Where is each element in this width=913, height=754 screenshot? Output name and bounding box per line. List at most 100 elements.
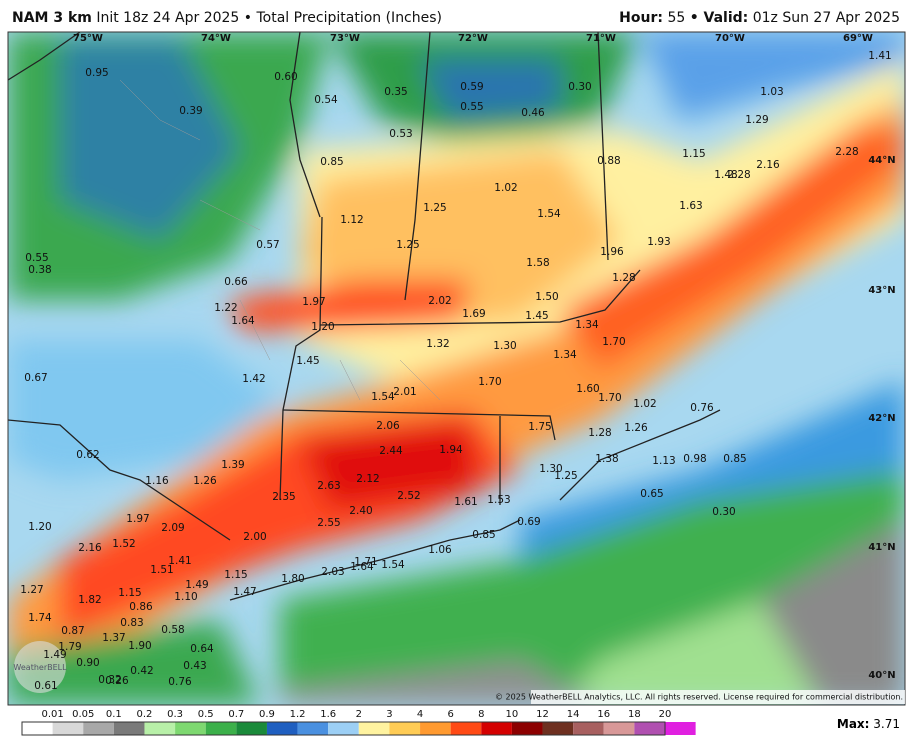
precip-value: 1.80 [281, 573, 304, 585]
precip-value: 1.20 [311, 321, 334, 333]
precip-value: 1.71 [354, 556, 377, 568]
precip-value: 0.66 [224, 276, 248, 288]
precip-value: 0.67 [24, 372, 47, 384]
precip-value: 1.02 [633, 398, 656, 410]
precip-value: 1.39 [221, 459, 244, 471]
precip-value: 2.01 [393, 386, 416, 398]
precip-value: 0.64 [190, 643, 214, 655]
colorbar-label: 20 [659, 709, 672, 720]
precip-value: 2.06 [376, 420, 400, 432]
precip-value: 0.76 [690, 402, 714, 414]
precip-value: 2.55 [317, 517, 340, 529]
colorbar-swatch [389, 722, 421, 735]
precip-value: 2.52 [397, 490, 420, 502]
precip-value: 0.60 [274, 71, 297, 83]
precip-value: 1.32 [426, 338, 449, 350]
lon-label: 72°W [458, 33, 488, 44]
precip-value: 2.16 [78, 542, 102, 554]
precip-value: 2.00 [243, 531, 266, 543]
precip-value: 0.32 [98, 674, 121, 686]
colorbar-swatch [144, 722, 176, 735]
colorbar-swatch [603, 722, 635, 735]
colorbar-swatch [358, 722, 390, 735]
precip-value: 1.75 [528, 421, 551, 433]
precip-value: 1.70 [478, 376, 501, 388]
precip-value: 0.30 [568, 81, 591, 93]
precip-value: 1.41 [168, 555, 191, 567]
precip-value: 1.54 [371, 391, 395, 403]
title: Init 18z 24 Apr 2025 • Total Precipitati… [96, 10, 442, 26]
colorbar-swatch [22, 722, 53, 735]
colorbar-swatch [266, 722, 298, 735]
precip-value: 0.62 [76, 449, 99, 461]
colorbar-swatch [634, 722, 665, 735]
precip-value: 2.35 [272, 491, 295, 503]
colorbar-label: 0.5 [198, 709, 214, 720]
colorbar-label: 0.7 [228, 709, 244, 720]
colorbar-label: 6 [447, 709, 453, 720]
precip-value: 0.95 [85, 67, 108, 79]
precip-value: 1.49 [43, 649, 66, 661]
colorbar-label: 0.9 [259, 709, 275, 720]
precip-value: 1.69 [462, 308, 485, 320]
precip-value: 1.13 [652, 455, 675, 467]
precip-value: 1.30 [539, 463, 562, 475]
colorbar-label: 12 [536, 709, 549, 720]
colorbar-label: 4 [417, 709, 423, 720]
precip-value: 1.15 [118, 587, 141, 599]
precip-value: 2.09 [161, 522, 184, 534]
colorbar-swatch [511, 722, 543, 735]
precip-value: 2.16 [756, 159, 780, 171]
precip-value: 1.82 [78, 594, 101, 606]
hour: 55 [667, 10, 685, 26]
copyright: © 2025 WeatherBELL Analytics, LLC. All r… [495, 693, 903, 702]
colorbar-label: 1.2 [290, 709, 306, 720]
precip-value: 1.60 [576, 383, 599, 395]
hour-label: Hour: [619, 10, 663, 26]
precip-value: 1.27 [20, 584, 43, 596]
lon-label: 70°W [715, 33, 745, 44]
colorbar-swatch [542, 722, 574, 735]
precip-value: 0.87 [61, 625, 84, 637]
precip-value: 0.69 [517, 516, 540, 528]
precip-value: 0.46 [521, 107, 545, 119]
precip-value: 1.58 [526, 257, 549, 269]
precip-value: 1.47 [233, 586, 256, 598]
precip-value: 2.40 [349, 505, 372, 517]
precip-value: 0.55 [460, 101, 483, 113]
precip-value: 0.35 [384, 86, 407, 98]
precip-value: 0.53 [389, 128, 412, 140]
logo: WeatherBELL [13, 663, 67, 672]
lat-label: 42°N [868, 413, 895, 424]
lat-label: 41°N [868, 542, 895, 553]
colorbar-swatch [236, 722, 267, 735]
precip-value: 0.86 [129, 601, 153, 613]
precip-value: 1.90 [128, 640, 151, 652]
colorbar-swatch [83, 722, 114, 735]
colorbar-label: 0.05 [72, 709, 94, 720]
precip-value: 1.97 [302, 296, 325, 308]
precip-value: 1.26 [193, 475, 217, 487]
precip-value: 0.65 [640, 488, 663, 500]
precip-value: 1.42 [242, 373, 265, 385]
precip-value: 1.70 [598, 392, 621, 404]
precip-value: 1.49 [185, 579, 208, 591]
precip-value: 2.44 [379, 445, 403, 457]
precip-value: 0.76 [168, 676, 192, 688]
colorbar-label: 8 [478, 709, 484, 720]
precip-value: 1.30 [493, 340, 516, 352]
lat-label: 44°N [868, 155, 895, 166]
colorbar-label: 2 [356, 709, 362, 720]
colorbar-label: 3 [386, 709, 392, 720]
colorbar-label: 0.3 [167, 709, 183, 720]
precip-field: WeatherBELL [8, 32, 905, 705]
precip-value: 1.06 [428, 544, 452, 556]
valid-info: Hour: 55 • Valid: 01z Sun 27 Apr 2025 [619, 10, 900, 26]
precip-value: 2.03 [321, 566, 344, 578]
precip-value: 1.61 [454, 496, 477, 508]
precip-value: 0.26 [105, 675, 129, 687]
precip-value: 1.28 [612, 272, 635, 284]
precip-value: 1.94 [439, 444, 463, 456]
precip-value: 2.28 [727, 169, 750, 181]
precip-value: 0.43 [183, 660, 206, 672]
